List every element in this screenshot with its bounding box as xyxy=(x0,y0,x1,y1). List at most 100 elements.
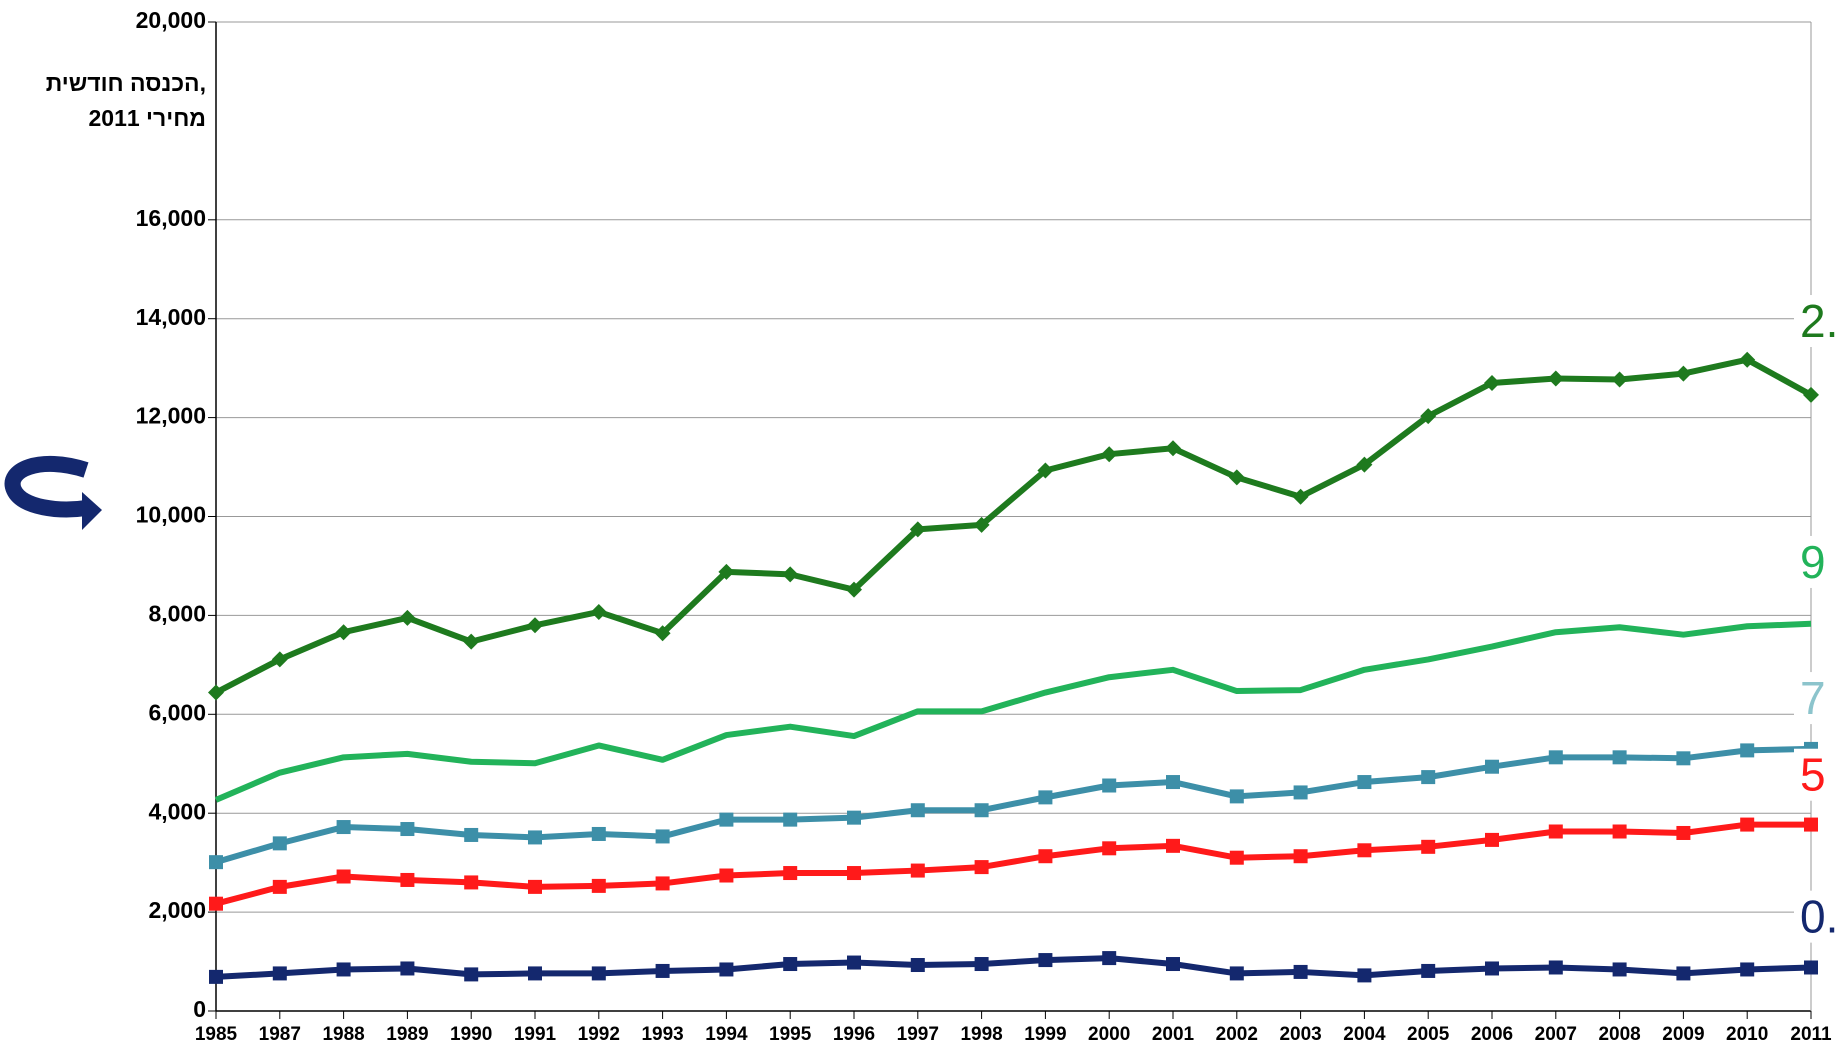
point-marker xyxy=(1229,789,1244,804)
point-marker xyxy=(1293,964,1308,979)
y-tick-label: 16,000 xyxy=(136,205,206,231)
y-tick-label: 8,000 xyxy=(148,600,206,626)
x-tick-label: 2008 xyxy=(1598,1024,1640,1045)
point-marker xyxy=(1548,824,1563,839)
point-marker xyxy=(1740,743,1755,758)
point-marker xyxy=(1037,462,1054,479)
point-marker xyxy=(1421,963,1436,978)
x-tick-label: 1992 xyxy=(578,1024,620,1045)
x-tick-label: 1994 xyxy=(705,1024,748,1045)
point-marker xyxy=(209,855,223,870)
point-marker xyxy=(272,966,287,981)
y-tick-label: 10,000 xyxy=(136,502,206,528)
point-marker xyxy=(1165,440,1181,457)
x-tick-label: 2011 xyxy=(1790,1024,1832,1045)
point-marker xyxy=(1612,824,1627,839)
x-tick-label: 2001 xyxy=(1152,1024,1195,1045)
point-marker xyxy=(783,812,798,827)
point-marker xyxy=(1485,961,1499,976)
point-marker xyxy=(974,803,989,818)
point-marker xyxy=(1038,953,1053,968)
point-marker xyxy=(209,896,223,911)
y-tick-label: 12,000 xyxy=(136,403,206,429)
point-marker xyxy=(974,957,989,972)
label-background xyxy=(1794,295,1838,348)
point-marker xyxy=(1229,850,1244,865)
point-marker xyxy=(1548,960,1563,975)
point-marker xyxy=(400,961,415,976)
x-tick-label: 2004 xyxy=(1343,1024,1386,1045)
plot xyxy=(208,351,1819,984)
x-tick-label: 2003 xyxy=(1279,1024,1321,1045)
point-marker xyxy=(1676,966,1691,981)
point-marker xyxy=(718,563,735,580)
y-tick-label: 4,000 xyxy=(148,798,206,824)
point-marker xyxy=(783,866,798,881)
x-tick-label: 2002 xyxy=(1216,1024,1258,1045)
point-marker xyxy=(1611,371,1628,388)
point-marker xyxy=(719,868,734,883)
point-marker xyxy=(400,872,415,887)
y-tick-label: 6,000 xyxy=(148,699,206,725)
point-marker xyxy=(1740,962,1755,977)
point-marker xyxy=(1038,849,1053,864)
x-tick-label: 2005 xyxy=(1407,1024,1450,1045)
x-tick-label: 1985 xyxy=(195,1024,238,1045)
point-marker xyxy=(910,958,925,973)
series-line xyxy=(215,821,1811,907)
point-marker xyxy=(1548,750,1563,765)
point-marker xyxy=(1803,386,1819,403)
series-label: עשירון 9 xyxy=(1800,536,1838,588)
point-marker xyxy=(974,860,989,875)
x-tick-label: 2009 xyxy=(1662,1024,1704,1045)
x-tick-label: 1995 xyxy=(769,1024,812,1045)
x-tick-label: 2006 xyxy=(1471,1024,1513,1045)
series-label: עשירון 1: גידול שנתי ממוצע - 0.9% xyxy=(1800,891,1838,943)
label-background xyxy=(1794,535,1838,588)
point-marker xyxy=(1675,365,1692,382)
x-tick-label: 1997 xyxy=(897,1024,939,1045)
label-background xyxy=(1794,672,1838,725)
point-marker xyxy=(1102,951,1117,966)
point-marker xyxy=(528,830,542,845)
series-label: עשירון 5 xyxy=(1800,749,1838,801)
grid xyxy=(208,21,1812,1019)
y-axis-label: הכנסה חודשית, xyxy=(46,70,206,96)
point-marker xyxy=(719,812,734,827)
point-marker xyxy=(783,957,798,972)
point-marker xyxy=(1166,838,1180,853)
point-marker xyxy=(1357,775,1372,790)
point-marker xyxy=(1485,759,1499,774)
y-tick-label: 20,000 xyxy=(136,7,206,33)
point-marker xyxy=(272,836,287,851)
point-marker xyxy=(1038,790,1053,805)
point-marker xyxy=(1485,832,1499,847)
point-marker xyxy=(847,955,861,970)
point-marker xyxy=(528,966,542,981)
x-tick-label: 2010 xyxy=(1726,1024,1768,1045)
y-tick-label: 0 xyxy=(193,996,206,1022)
point-marker xyxy=(655,829,670,844)
x-tick-label: 1998 xyxy=(960,1024,1002,1045)
point-marker xyxy=(208,684,224,701)
point-marker xyxy=(1740,817,1755,832)
x-tick-label: 1988 xyxy=(322,1024,364,1045)
point-marker xyxy=(1420,408,1437,425)
point-marker xyxy=(847,866,861,881)
point-marker xyxy=(1166,957,1180,972)
point-marker xyxy=(1101,446,1118,463)
point-marker xyxy=(1804,960,1818,975)
point-marker xyxy=(910,863,925,878)
point-marker xyxy=(464,875,479,890)
point-marker xyxy=(272,879,287,894)
series-line xyxy=(215,745,1812,866)
series-line xyxy=(214,620,1812,803)
x-tick-label: 1990 xyxy=(450,1024,492,1045)
point-marker xyxy=(464,827,479,842)
point-marker xyxy=(336,820,351,835)
point-marker xyxy=(655,963,670,978)
point-marker xyxy=(590,603,607,620)
point-marker xyxy=(1102,841,1117,856)
point-marker xyxy=(1229,966,1244,981)
point-marker xyxy=(1676,751,1691,766)
